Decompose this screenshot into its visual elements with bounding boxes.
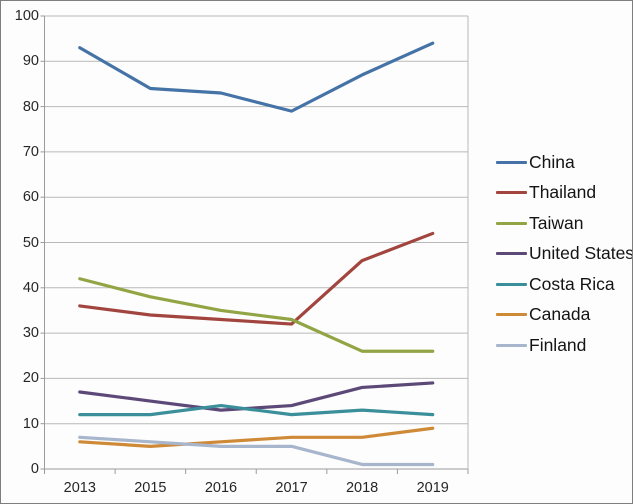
- x-tick-label: 2018: [345, 480, 379, 496]
- y-tick-label: 40: [22, 279, 39, 296]
- legend-label: Taiwan: [529, 212, 584, 233]
- series-line-canada: [78, 426, 435, 448]
- y-tick-label: 50: [22, 234, 39, 251]
- axes: [40, 15, 469, 474]
- x-tick-label: 2015: [134, 480, 167, 496]
- x-tick-label: 2019: [416, 480, 449, 496]
- legend-swatch-icon: [496, 343, 527, 347]
- series-line-china: [78, 41, 435, 113]
- y-tick-label: 100: [14, 8, 39, 24]
- legend-label: China: [529, 151, 575, 172]
- legend-swatch-icon: [496, 282, 527, 286]
- legend-label: Thailand: [529, 182, 597, 203]
- legend-swatch-icon: [496, 191, 527, 195]
- legend-item-china: China: [496, 147, 632, 178]
- legend-item-costa-rica: Costa Rica: [496, 269, 632, 300]
- y-tick-label: 0: [30, 461, 39, 477]
- y-tick-label: 20: [22, 370, 39, 387]
- series-line-taiwan: [78, 277, 435, 353]
- x-tick-label: 2017: [275, 480, 308, 496]
- legend-item-finland: Finland: [496, 330, 632, 361]
- x-tick-label: 2013: [63, 480, 96, 496]
- legend-label: Costa Rica: [529, 273, 615, 294]
- legend-swatch-icon: [496, 221, 527, 225]
- series-line-costa-rica: [78, 403, 435, 417]
- x-tick-label: 2016: [204, 480, 238, 496]
- legend-item-taiwan: Taiwan: [496, 208, 632, 239]
- y-tick-label: 80: [22, 98, 39, 115]
- legend-label: Canada: [529, 304, 591, 325]
- legend: China Thailand Taiwan United States Costa Ri…: [496, 147, 633, 361]
- y-tick-label: 60: [22, 189, 39, 206]
- series-line-united-states: [78, 381, 435, 412]
- legend-item-united-states: United States: [496, 239, 633, 270]
- legend-item-canada: Canada: [496, 300, 632, 331]
- gridlines: [44, 15, 468, 470]
- series-line-finland: [78, 435, 435, 467]
- legend-swatch-icon: [496, 160, 527, 164]
- legend-swatch-icon: [496, 252, 527, 256]
- y-tick-label: 10: [22, 415, 39, 432]
- legend-item-thailand: Thailand: [496, 178, 632, 209]
- legend-swatch-icon: [496, 313, 527, 317]
- legend-label: Finland: [529, 334, 587, 355]
- series-line-thailand: [78, 231, 435, 326]
- y-tick-label: 70: [22, 143, 39, 160]
- y-tick-label: 30: [22, 325, 39, 342]
- legend-label: United States: [529, 243, 633, 264]
- y-tick-label: 90: [22, 53, 39, 70]
